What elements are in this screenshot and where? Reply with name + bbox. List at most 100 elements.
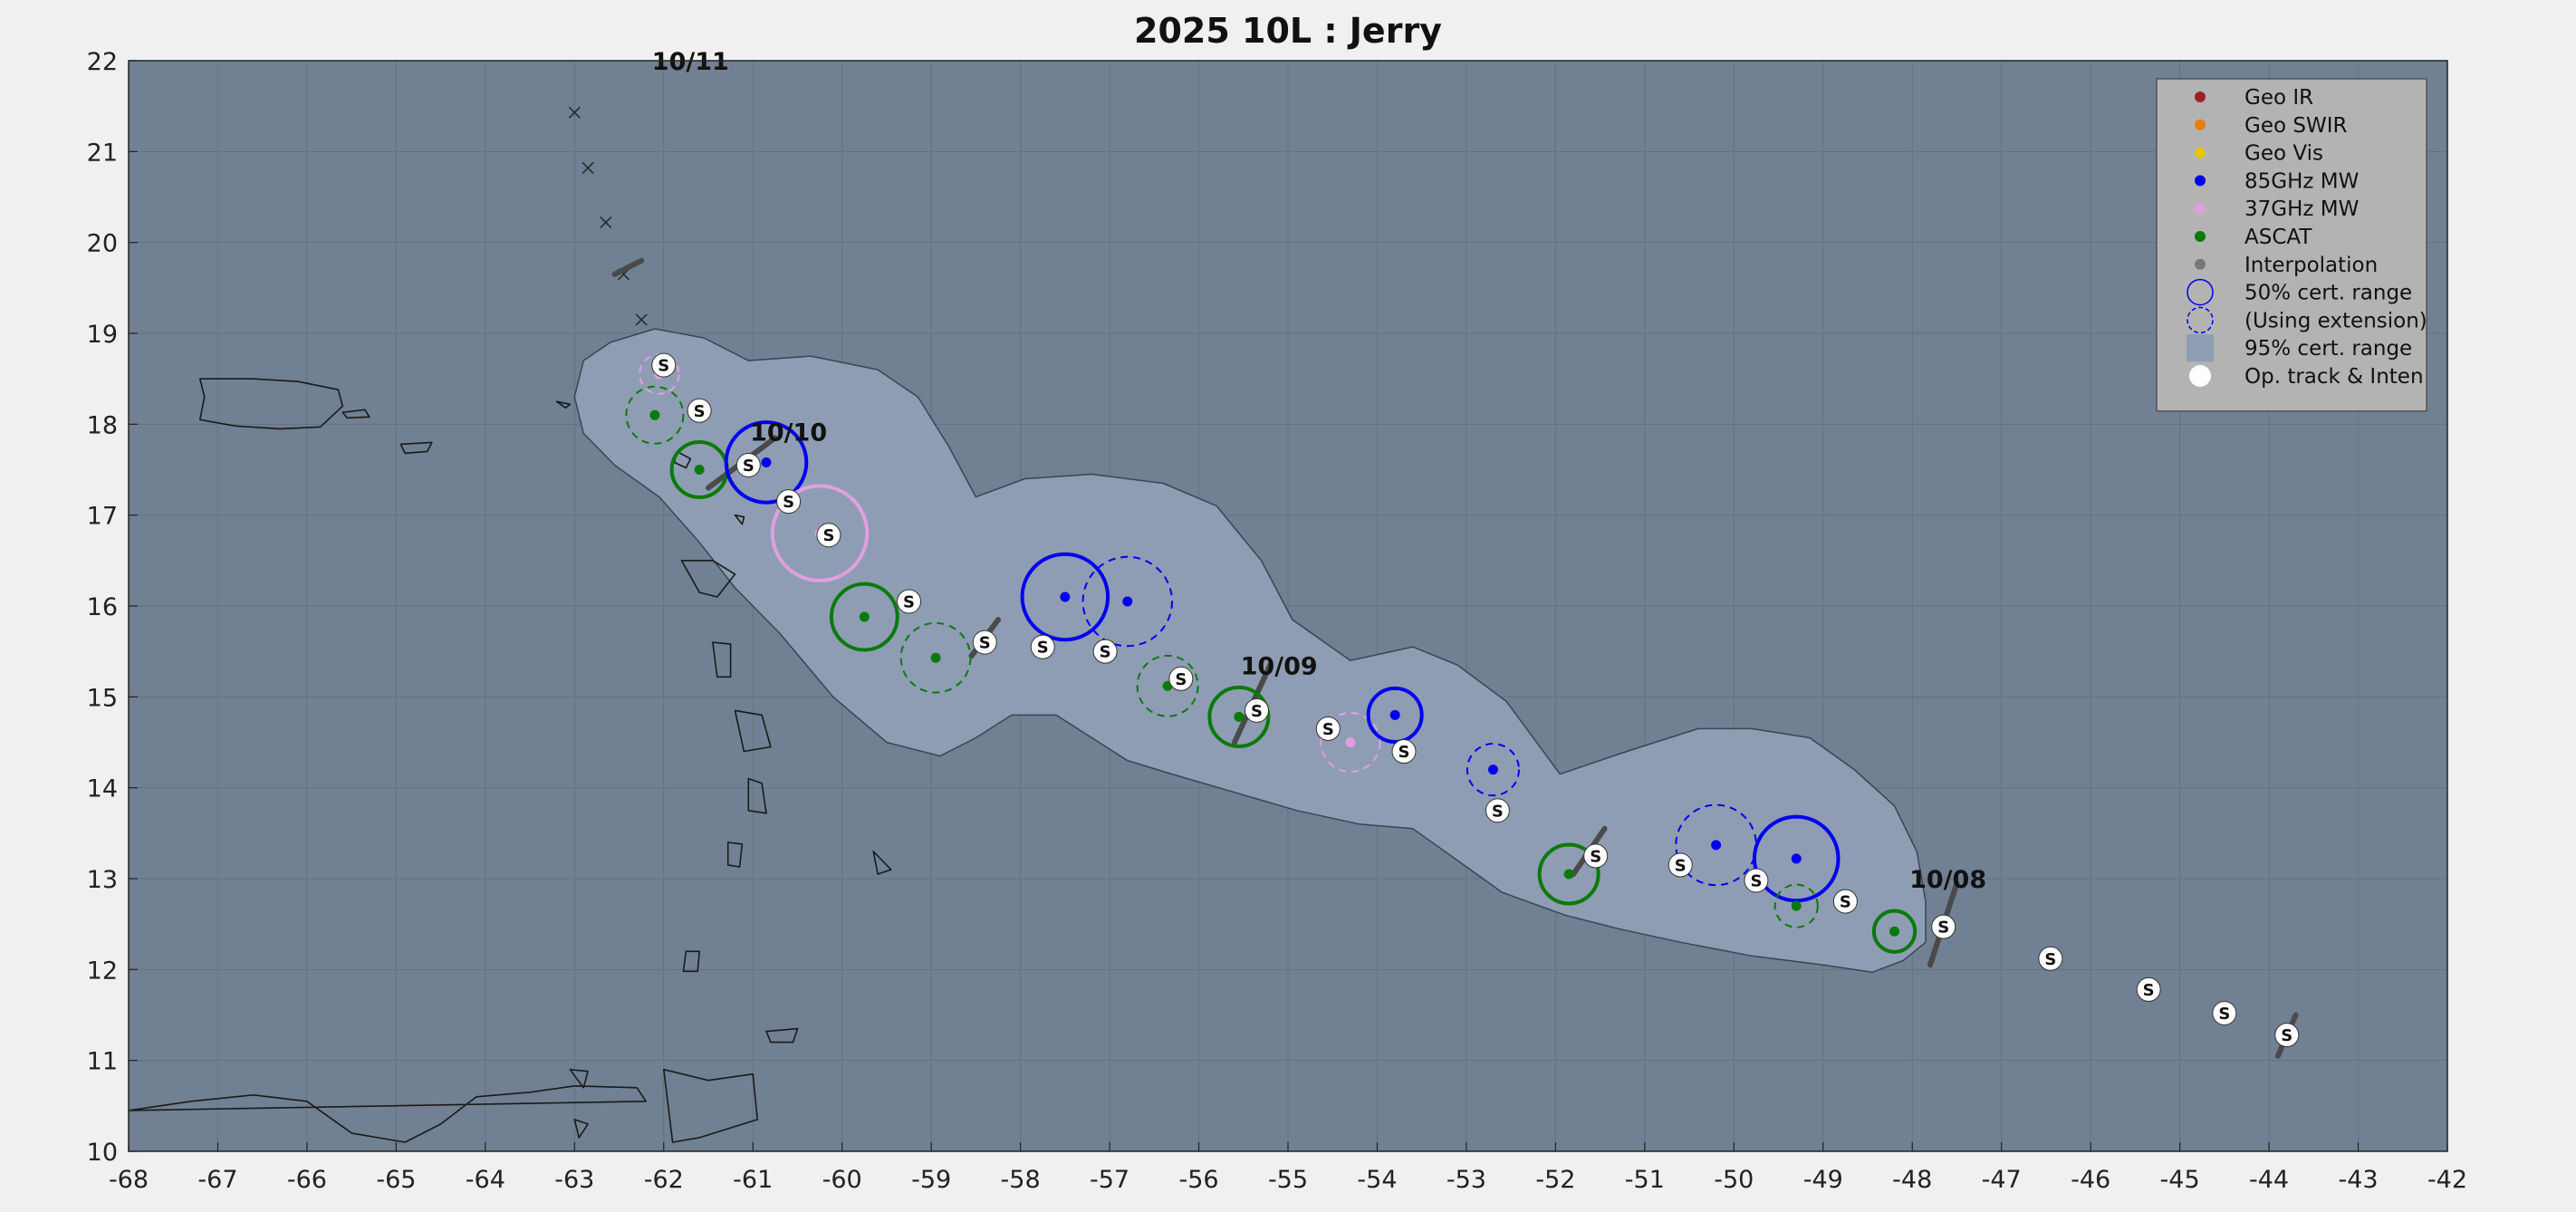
- intensity-label: S: [783, 493, 794, 512]
- track-point: S: [1485, 798, 1510, 823]
- intensity-label: S: [2218, 1005, 2230, 1024]
- legend-label: ASCAT: [2244, 226, 2312, 249]
- track-point: S: [1391, 739, 1417, 765]
- fix-dot: [649, 409, 660, 420]
- legend-dot-icon: [2195, 231, 2206, 242]
- x-tick-label: -68: [109, 1166, 149, 1194]
- date-label: 10/11: [652, 48, 729, 76]
- track-dot: [1744, 868, 1769, 893]
- track-dot: [735, 452, 761, 477]
- y-tick-label: 20: [87, 230, 118, 258]
- track-point: S: [1315, 716, 1341, 741]
- fix-dot: [1791, 900, 1802, 911]
- x-tick-label: -66: [287, 1166, 327, 1194]
- forecast-x-stroke: [635, 313, 648, 326]
- legend-entry: 37GHz MW: [2195, 197, 2359, 221]
- track-dot: [1245, 697, 1270, 723]
- intensity-label: S: [2044, 950, 2056, 969]
- track-dot: [1168, 666, 1194, 691]
- legend-entry: (Using extension): [2187, 306, 2427, 334]
- x-tick-label: -51: [1625, 1166, 1665, 1194]
- track-dot: [1583, 843, 1609, 869]
- track-point: S: [735, 452, 761, 477]
- y-tick-label: 10: [87, 1139, 118, 1167]
- legend-entry: Geo IR: [2195, 86, 2313, 110]
- track-point: S: [1832, 889, 1858, 914]
- fix-ascat: [899, 621, 972, 694]
- x-tick-label: -54: [1357, 1166, 1397, 1194]
- track-dot: [687, 398, 712, 423]
- track-dot: [972, 630, 997, 655]
- track-point: S: [2038, 946, 2063, 971]
- x-tick-label: -49: [1803, 1166, 1843, 1194]
- x-tick-label: -63: [554, 1166, 594, 1194]
- track-dot: [1315, 716, 1341, 741]
- fix-dot: [1791, 853, 1802, 864]
- fix-ascat: [1871, 909, 1918, 954]
- intensity-label: S: [2143, 981, 2155, 1000]
- x-tick-label: -67: [197, 1166, 237, 1194]
- coastline: [734, 709, 772, 753]
- date-label: 10/08: [1909, 866, 1986, 894]
- fix-dot: [1487, 765, 1498, 775]
- track-dot: [1391, 739, 1417, 765]
- coastlines: [129, 378, 892, 1143]
- x-tick-label: -57: [1090, 1166, 1129, 1194]
- legend-dot-icon: [2195, 258, 2206, 270]
- fix-dot: [1389, 709, 1400, 720]
- legend-white-dot-icon: [2189, 365, 2211, 387]
- track-dot: [2212, 1000, 2237, 1025]
- x-tick-label: -48: [1892, 1166, 1932, 1194]
- axis-ticks: -68 -67 -66 -65 -64 -63 -62 -61 -60 -59 -58 -57 -56 -…: [87, 48, 2467, 1194]
- legend-label: Geo Vis: [2244, 142, 2323, 166]
- track-point: S: [1931, 914, 1956, 939]
- fix-85ghz-mw: [1752, 814, 1841, 903]
- track-point: S: [1583, 843, 1609, 869]
- legend-dot-icon: [2195, 91, 2206, 102]
- legend-entry: Geo Vis: [2195, 142, 2323, 166]
- track-point: S: [816, 523, 841, 548]
- fix-dot: [694, 465, 705, 475]
- track-point: S: [972, 630, 997, 655]
- x-tick-label: -42: [2427, 1166, 2467, 1194]
- coastline: [680, 559, 736, 598]
- legend-label: Op. track & Inten: [2244, 365, 2424, 389]
- legend-label: 95% cert. range: [2244, 337, 2412, 361]
- certainty-circle-50: [1537, 842, 1600, 906]
- cone-95-polygon: [573, 328, 1927, 974]
- intensity-label: S: [1750, 872, 1762, 891]
- y-tick-label: 19: [87, 321, 118, 349]
- x-tick-label: -46: [2071, 1166, 2110, 1194]
- coastline: [726, 842, 744, 868]
- coastline: [129, 1085, 647, 1143]
- track-point: S: [1168, 666, 1194, 691]
- track-point: S: [1030, 634, 1055, 659]
- x-tick-label: -62: [644, 1166, 684, 1194]
- legend-label: 37GHz MW: [2244, 197, 2359, 221]
- x-tick-label: -58: [1001, 1166, 1041, 1194]
- fix-dot: [761, 457, 772, 467]
- intensity-label: S: [1100, 643, 1111, 662]
- legend-circle-icon: [2187, 278, 2214, 306]
- y-tick-label: 16: [87, 593, 118, 621]
- fix-85ghz-mw: [1081, 555, 1174, 648]
- legend-dot-icon: [2195, 175, 2206, 187]
- date-label: 10/10: [750, 418, 827, 447]
- intensity-label: S: [979, 634, 991, 653]
- forecast-x-mark: [582, 161, 594, 174]
- legend-dot-icon: [2195, 203, 2206, 215]
- certainty-circle-50: [829, 582, 899, 652]
- track-point: S: [687, 398, 712, 423]
- track-point: S: [1092, 639, 1118, 664]
- intensity-label: S: [1399, 743, 1410, 762]
- y-tick-label: 21: [87, 139, 118, 167]
- y-tick-label: 22: [87, 48, 118, 76]
- x-tick-label: -45: [2160, 1166, 2200, 1194]
- track-point: S: [1245, 697, 1270, 723]
- legend-label: Geo IR: [2244, 86, 2313, 110]
- x-tick-label: -59: [911, 1166, 951, 1194]
- fix-dot: [1345, 737, 1356, 747]
- forecast-x-stroke: [582, 161, 594, 174]
- certainty-circle-50: [625, 385, 685, 445]
- track-dot: [2136, 976, 2161, 1002]
